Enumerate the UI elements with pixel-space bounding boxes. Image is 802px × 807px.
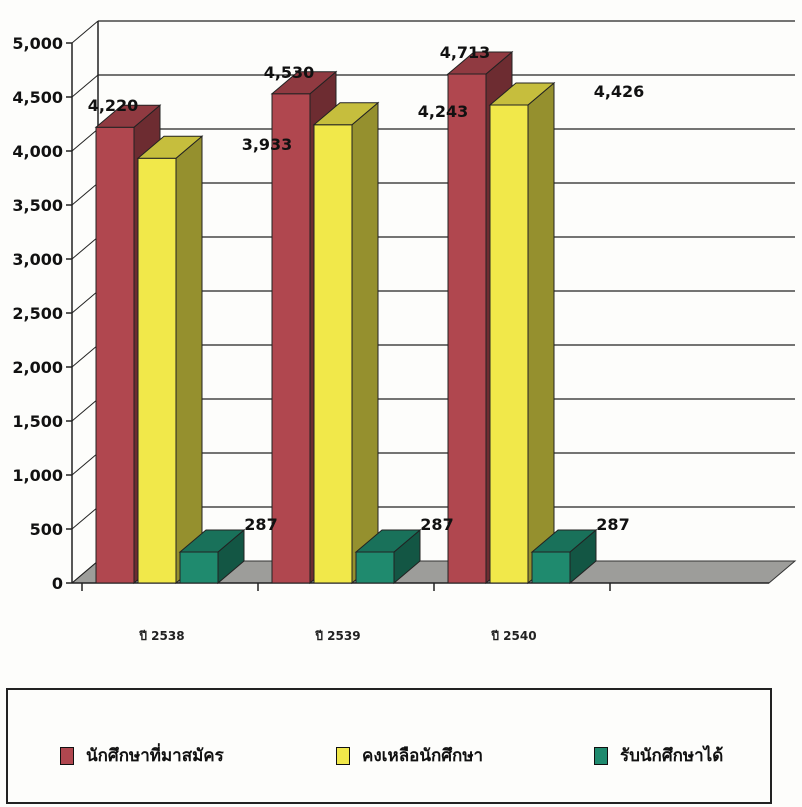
y-tick-label: 1,000 (12, 466, 63, 485)
data-label: 4,243 (418, 102, 469, 121)
gridline-diagonal (71, 128, 99, 152)
data-label: 4,713 (440, 43, 491, 62)
bar-side (527, 81, 555, 585)
bar-top (178, 529, 246, 553)
bar-chart: 0 500 1,000 1,500 2,000 2,500 3,000 3,500 4,000 4… (12, 20, 797, 643)
bar-front (137, 157, 177, 584)
legend-swatch-applicants (60, 746, 74, 765)
data-label: 4,530 (264, 63, 315, 82)
y-tick-label: 3,500 (12, 196, 63, 215)
legend-swatch-remaining (336, 746, 350, 765)
gridline-diagonal (71, 344, 99, 368)
gridlines (71, 20, 795, 584)
y-tick-label: 3,000 (12, 250, 63, 269)
y-tick-label: 1,500 (12, 412, 63, 431)
bar-front (271, 93, 311, 584)
gridline-diagonal (71, 236, 99, 260)
data-label: 287 (244, 515, 277, 534)
y-tick-label: 5,000 (12, 34, 63, 53)
category-labels: ปี 2538 ปี 2539 ปี 2540 (139, 629, 537, 643)
bar-front (531, 551, 571, 584)
y-tick-labels: 0 500 1,000 1,500 2,000 2,500 3,000 3,500 4,000 4… (12, 34, 63, 593)
bar-top (530, 529, 598, 553)
category-label: ปี 2539 (315, 629, 361, 643)
legend-label-applicants: นักศึกษาที่มาสมัคร (86, 746, 224, 766)
y-tick-label: 500 (30, 520, 63, 539)
category-label: ปี 2538 (139, 629, 185, 643)
data-label: 3,933 (242, 135, 293, 154)
data-labels: 4,220 3,933 287 4,530 4,243 287 4,713 4,426 287 (88, 43, 645, 534)
bar-side (351, 101, 379, 585)
bar-front (355, 551, 395, 584)
legend-label-admitted: รับนักศึกษาได้ (620, 746, 724, 766)
legend-label-remaining: คงเหลือนักศึกษา (362, 746, 484, 766)
bar-top (312, 102, 380, 126)
legend: นักศึกษาที่มาสมัคร คงเหลือนักศึกษา รับนั… (6, 688, 772, 804)
y-tick-label: 4,500 (12, 88, 63, 107)
y-tick-label: 2,500 (12, 304, 63, 323)
bar-front (313, 124, 353, 584)
bar-front (489, 104, 529, 584)
data-label: 4,220 (88, 96, 139, 115)
data-label: 287 (596, 515, 629, 534)
gridline-diagonal (71, 20, 99, 44)
y-tick-label: 2,000 (12, 358, 63, 377)
category-label: ปี 2540 (491, 629, 537, 643)
bar-front (447, 73, 487, 584)
bar-front (95, 126, 135, 584)
bar-top (270, 71, 338, 95)
gridline-diagonal (71, 506, 99, 530)
gridline-diagonal (71, 290, 99, 314)
gridline-diagonal (71, 74, 99, 98)
bar-top (446, 51, 514, 75)
bar-top (136, 135, 204, 159)
gridline-diagonal (71, 452, 99, 476)
legend-swatch-admitted (594, 746, 608, 765)
legend-item-admitted: รับนักศึกษาได้ (594, 742, 723, 769)
bar-top (488, 82, 556, 106)
data-label: 287 (420, 515, 453, 534)
data-label: 4,426 (594, 82, 645, 101)
gridline-diagonal (71, 398, 99, 422)
bar-front (179, 551, 219, 584)
gridline-diagonal (71, 560, 99, 584)
legend-item-remaining: คงเหลือนักศึกษา (336, 742, 483, 769)
y-tick-label: 0 (52, 574, 63, 593)
bar-top (94, 104, 162, 128)
y-tick-label: 4,000 (12, 142, 63, 161)
gridline-diagonal (71, 182, 99, 206)
bar-top (354, 529, 422, 553)
bar-side (175, 135, 203, 585)
bars (94, 50, 598, 585)
legend-item-applicants: นักศึกษาที่มาสมัคร (60, 742, 224, 769)
